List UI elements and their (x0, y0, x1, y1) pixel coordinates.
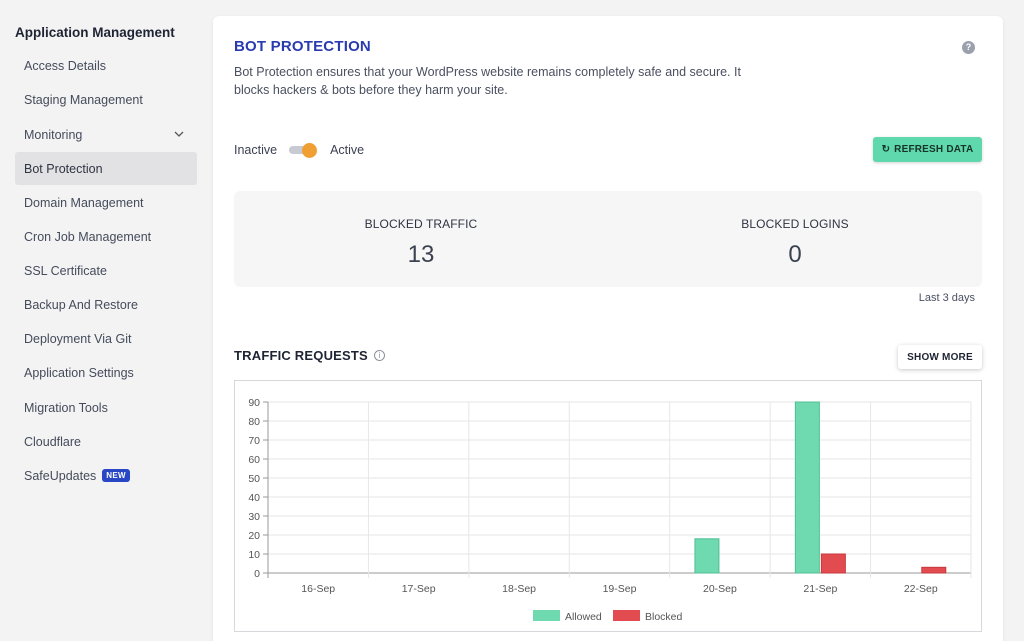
sidebar-item-label: Bot Protection (24, 161, 103, 176)
traffic-requests-label: TRAFFIC REQUESTS (234, 348, 368, 363)
sidebar-item-ssl-certificate[interactable]: SSL Certificate (15, 254, 197, 287)
legend-label-blocked: Blocked (645, 611, 683, 623)
x-tick-label: 19-Sep (603, 583, 637, 595)
legend-swatch-allowed (533, 610, 560, 621)
bar-blocked (820, 553, 846, 574)
y-tick-label: 90 (248, 397, 260, 409)
sidebar-item-cloudflare[interactable]: Cloudflare (15, 425, 197, 458)
sidebar-item-domain-management[interactable]: Domain Management (15, 186, 197, 219)
y-tick-label: 10 (248, 549, 260, 561)
y-tick-label: 50 (248, 473, 260, 485)
protection-toggle-row: Inactive Active (234, 140, 364, 160)
sidebar-item-label: SSL Certificate (24, 263, 107, 278)
page-title: BOT PROTECTION (234, 38, 371, 55)
refresh-icon: ↻ (881, 144, 891, 155)
sidebar-title: Application Management (15, 25, 175, 40)
toggle-active-label: Active (330, 143, 365, 157)
help-icon[interactable]: ? (962, 41, 975, 54)
show-more-button[interactable]: SHOW MORE (898, 345, 982, 369)
bar-allowed (694, 538, 720, 574)
bar-allowed (794, 401, 820, 574)
stats-panel: BLOCKED TRAFFIC 13 BLOCKED LOGINS 0 (234, 191, 982, 287)
sidebar-item-cron-job-management[interactable]: Cron Job Management (15, 220, 197, 253)
blocked-traffic-value: 13 (407, 241, 435, 268)
sidebar: Application Management Access Details St… (0, 0, 210, 641)
blocked-traffic-stat: BLOCKED TRAFFIC 13 (234, 191, 608, 269)
legend-swatch-blocked (613, 610, 640, 621)
sidebar-item-label: Monitoring (24, 127, 83, 142)
sidebar-item-staging-management[interactable]: Staging Management (15, 83, 197, 116)
blocked-logins-stat: BLOCKED LOGINS 0 (608, 191, 982, 269)
refresh-data-button[interactable]: ↻ REFRESH DATA (873, 137, 982, 162)
traffic-requests-title: TRAFFIC REQUESTS i (234, 348, 385, 363)
chevron-down-icon (174, 131, 184, 137)
y-tick-label: 60 (248, 454, 260, 466)
y-tick-label: 20 (248, 530, 260, 542)
sidebar-item-access-details[interactable]: Access Details (15, 49, 197, 82)
sidebar-item-label: Backup And Restore (24, 297, 138, 312)
x-tick-label: 22-Sep (904, 583, 938, 595)
sidebar-item-label: Application Settings (24, 365, 134, 380)
blocked-logins-label: BLOCKED LOGINS (741, 217, 849, 231)
y-tick-label: 80 (248, 416, 260, 428)
traffic-chart-svg: 0 10 20 30 40 50 60 70 80 90 16-Sep 17-Sep 18-Sep 19-… (248, 397, 972, 623)
protection-toggle[interactable] (289, 142, 318, 158)
toggle-inactive-label: Inactive (234, 143, 278, 157)
sidebar-item-deployment-via-git[interactable]: Deployment Via Git (15, 322, 197, 355)
bot-protection-panel: BOT PROTECTION ? Bot Protection ensures … (213, 16, 1003, 641)
sidebar-item-bot-protection[interactable]: Bot Protection (15, 152, 197, 185)
bar-blocked (921, 566, 947, 574)
period-label: Last 3 days (918, 292, 975, 304)
sidebar-item-label: Access Details (24, 58, 106, 73)
sidebar-item-label: Migration Tools (24, 400, 108, 415)
y-tick-label: 70 (248, 435, 260, 447)
page-description: Bot Protection ensures that your WordPre… (234, 65, 741, 97)
info-icon[interactable]: i (373, 350, 385, 361)
sidebar-item-label: Cloudflare (24, 434, 81, 449)
y-tick-label: 40 (248, 492, 260, 504)
sidebar-item-monitoring[interactable]: Monitoring (15, 118, 197, 151)
sidebar-item-migration-tools[interactable]: Migration Tools (15, 391, 197, 424)
sidebar-item-backup-and-restore[interactable]: Backup And Restore (15, 288, 197, 321)
y-tick-label: 0 (254, 568, 260, 580)
toggle-knob[interactable] (302, 142, 318, 158)
sidebar-item-label: Deployment Via Git (24, 331, 132, 346)
x-tick-label: 16-Sep (301, 583, 335, 595)
legend-label-allowed: Allowed (565, 611, 602, 623)
x-tick-label: 20-Sep (703, 583, 737, 595)
sidebar-item-label: SafeUpdates (24, 468, 97, 483)
x-tick-label: 17-Sep (402, 583, 436, 595)
x-tick-label: 21-Sep (803, 583, 837, 595)
traffic-chart: 0 10 20 30 40 50 60 70 80 90 16-Sep 17-Sep 18-Sep 19-… (234, 380, 982, 632)
sidebar-item-application-settings[interactable]: Application Settings (15, 356, 197, 389)
blocked-logins-value: 0 (788, 241, 802, 268)
sidebar-item-label: Cron Job Management (24, 229, 152, 244)
new-badge: NEW (102, 469, 130, 482)
blocked-traffic-label: BLOCKED TRAFFIC (364, 217, 478, 231)
sidebar-item-label: Staging Management (24, 92, 143, 107)
y-tick-label: 30 (248, 511, 260, 523)
x-tick-label: 18-Sep (502, 583, 536, 595)
sidebar-item-safeupdates[interactable]: SafeUpdates NEW (15, 459, 197, 492)
sidebar-item-label: Domain Management (24, 195, 144, 210)
refresh-data-label: REFRESH DATA (894, 144, 974, 155)
